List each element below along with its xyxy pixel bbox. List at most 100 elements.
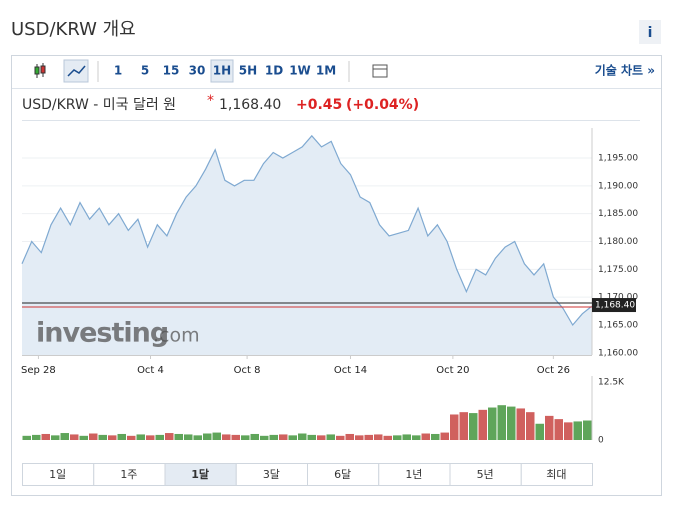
- line-icon-glyph: [67, 65, 86, 77]
- volume-bar: [22, 435, 31, 440]
- volume-bar: [431, 433, 440, 440]
- table-icon[interactable]: [372, 64, 388, 78]
- interval[interactable]: 1M: [316, 64, 336, 78]
- range-label[interactable]: 최대: [546, 468, 566, 481]
- volume-bar: [60, 433, 69, 440]
- y-tick-label: 1,180.00: [598, 237, 638, 247]
- volume-bar: [117, 433, 126, 440]
- y-tick-label: 1,170.00: [598, 293, 638, 303]
- range-label[interactable]: 3달: [263, 468, 280, 481]
- volume-bar: [554, 419, 563, 440]
- volume-bar: [516, 408, 525, 440]
- quote-name: USD/KRW - 미국 달러 원: [22, 97, 176, 113]
- panel: [11, 55, 662, 496]
- volume-bar: [222, 434, 231, 440]
- volume-bar: [345, 433, 354, 440]
- volume-bar: [269, 434, 278, 440]
- volume-bar: [478, 409, 487, 440]
- y-tick-label: 1,195.00: [598, 154, 638, 164]
- quote-change: +0.45: [296, 97, 342, 113]
- volume-bar: [241, 435, 250, 440]
- volume-bar: [383, 435, 392, 440]
- volume-bar: [583, 420, 592, 440]
- volume-bar: [307, 434, 316, 440]
- volume-bar: [459, 412, 468, 440]
- volume-bar: [174, 433, 183, 440]
- volume-bar: [573, 421, 582, 440]
- volume-bar: [545, 415, 554, 440]
- volume-bar: [355, 435, 364, 440]
- watermark-brand: investing: [36, 318, 168, 349]
- candle-icon[interactable]: [34, 63, 46, 78]
- interval[interactable]: 1W: [289, 64, 311, 78]
- volume-bar: [136, 434, 145, 440]
- volume-tick-label: 12.5K: [598, 378, 625, 388]
- live-dot: *: [207, 93, 214, 109]
- volume-bar: [450, 414, 459, 440]
- y-tick-label: 1,165.00: [598, 320, 638, 330]
- interval[interactable]: 15: [163, 64, 180, 78]
- volume-bar: [326, 434, 335, 440]
- volume-bar: [336, 435, 345, 440]
- volume-bar: [51, 435, 60, 440]
- volume-bar: [497, 405, 506, 440]
- range-label[interactable]: 1달: [191, 468, 209, 481]
- volume-bar: [108, 435, 117, 440]
- range-label[interactable]: 1년: [405, 468, 422, 481]
- interval[interactable]: 1H: [213, 64, 231, 78]
- range-label[interactable]: 1주: [120, 468, 137, 481]
- volume-bar: [507, 406, 516, 440]
- volume-bar: [421, 433, 430, 440]
- volume-bar: [374, 434, 383, 440]
- volume-bar: [155, 434, 164, 440]
- volume-bar: [440, 432, 449, 440]
- info-button[interactable]: [639, 20, 661, 44]
- interval[interactable]: 1: [114, 64, 122, 78]
- last-price-box: [592, 298, 636, 313]
- volume-bar: [469, 413, 478, 440]
- volume-bar: [298, 433, 307, 440]
- volume-bar: [184, 434, 193, 440]
- quote-price: 1,168.40: [219, 97, 281, 113]
- volume-bar: [393, 435, 402, 440]
- volume-bar: [564, 422, 573, 440]
- volume-bar: [488, 407, 497, 440]
- interval-active: [210, 59, 234, 83]
- range-label[interactable]: 5년: [477, 468, 494, 481]
- volume-bar: [127, 435, 136, 440]
- volume-bar: [535, 423, 544, 440]
- interval[interactable]: 5: [141, 64, 149, 78]
- volume-bar: [231, 434, 240, 440]
- range-tab[interactable]: [520, 463, 593, 486]
- x-tick-label: Oct 4: [137, 365, 164, 376]
- volume-bar: [70, 434, 79, 440]
- interval[interactable]: 30: [189, 64, 206, 78]
- quote-change-pct: (+0.04%): [346, 97, 419, 113]
- technical-link[interactable]: 기술 차트 »: [595, 63, 655, 78]
- volume-bar: [32, 434, 41, 440]
- range-label[interactable]: 1일: [49, 467, 66, 481]
- y-tick-label: 1,190.00: [598, 181, 638, 191]
- volume-bar: [288, 435, 297, 440]
- x-tick-label: Oct 20: [436, 365, 469, 376]
- info-icon[interactable]: i: [648, 25, 653, 41]
- x-tick-label: Oct 26: [537, 365, 570, 376]
- volume-bar: [98, 434, 107, 440]
- interval[interactable]: 1D: [265, 64, 283, 78]
- volume-bar: [279, 434, 288, 440]
- volume-bar: [146, 435, 155, 440]
- title: USD/KRW 개요: [11, 19, 136, 40]
- last-price-label: 1,168.40: [595, 301, 635, 311]
- y-tick-label: 1,175.00: [598, 265, 638, 275]
- x-tick-label: Oct 8: [234, 365, 261, 376]
- volume-bar: [41, 433, 50, 440]
- x-tick-label: Oct 14: [334, 365, 367, 376]
- volume-bar: [402, 434, 411, 440]
- y-tick-label: 1,185.00: [598, 209, 638, 219]
- area: [22, 135, 592, 355]
- volume-bar: [250, 433, 259, 440]
- watermark-domain: .com: [153, 325, 200, 347]
- volume-bar: [212, 432, 221, 440]
- range-label[interactable]: 6달: [334, 468, 351, 481]
- interval[interactable]: 5H: [239, 64, 257, 78]
